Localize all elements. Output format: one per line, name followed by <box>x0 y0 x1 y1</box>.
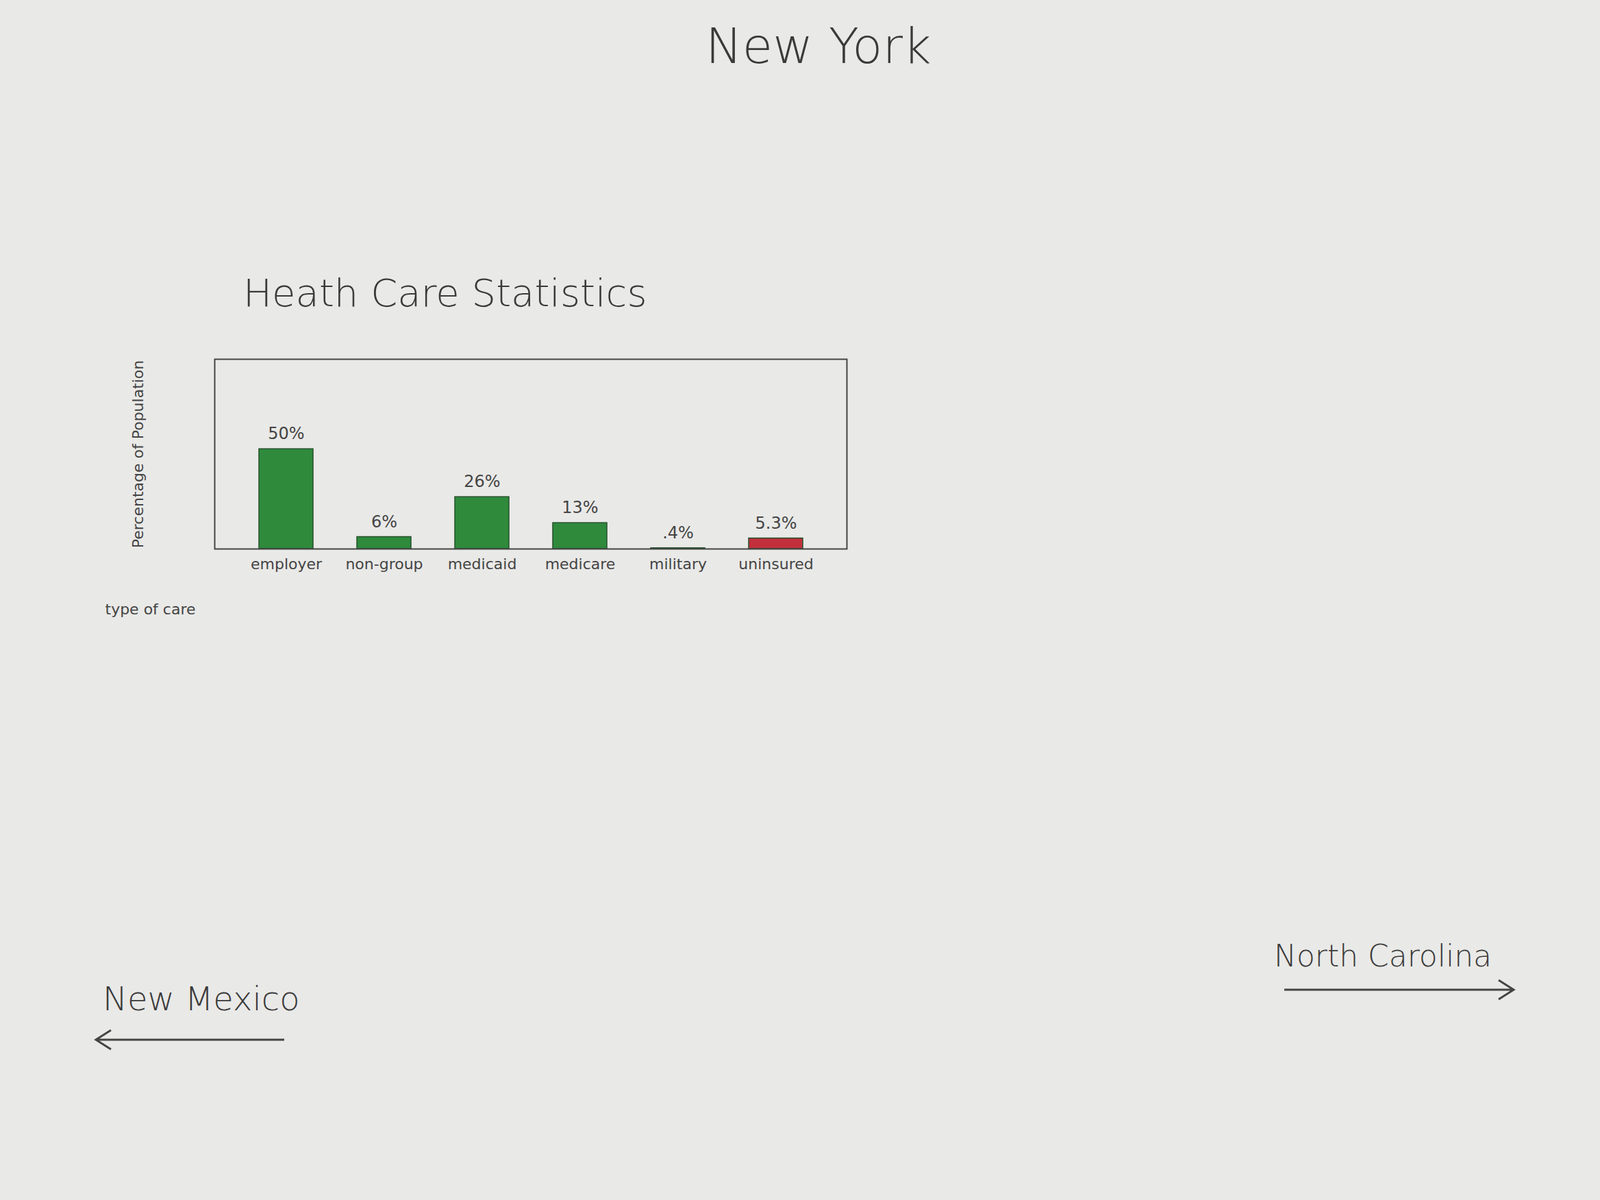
html-text:New Mexico: New Mexico <box>102 979 300 1018</box>
svg-text:Percentage of Population: Percentage of Population <box>129 360 147 549</box>
html-text:North Carolina: North Carolina <box>1273 938 1492 974</box>
svg-text:50%: 50% <box>267 423 305 444</box>
html-text:Heath Care Statistics: Heath Care Statistics <box>243 270 647 316</box>
svg-text:13%: 13% <box>561 497 598 518</box>
svg-text:type of care: type of care <box>105 600 196 618</box>
svg-text:5.3%: 5.3% <box>755 513 798 533</box>
svg-text:medicaid: medicaid <box>447 555 518 573</box>
svg-text:non-group: non-group <box>345 555 423 573</box>
svg-text:medicare: medicare <box>545 555 616 573</box>
svg-text:military: military <box>649 555 707 573</box>
svg-text:.4%: .4% <box>662 523 694 543</box>
svg-text:employer: employer <box>250 555 323 573</box>
html-text:New York: New York <box>705 17 932 75</box>
svg-text:6%: 6% <box>371 512 398 532</box>
svg-text:uninsured: uninsured <box>738 555 814 573</box>
svg-text:26%: 26% <box>463 471 500 492</box>
